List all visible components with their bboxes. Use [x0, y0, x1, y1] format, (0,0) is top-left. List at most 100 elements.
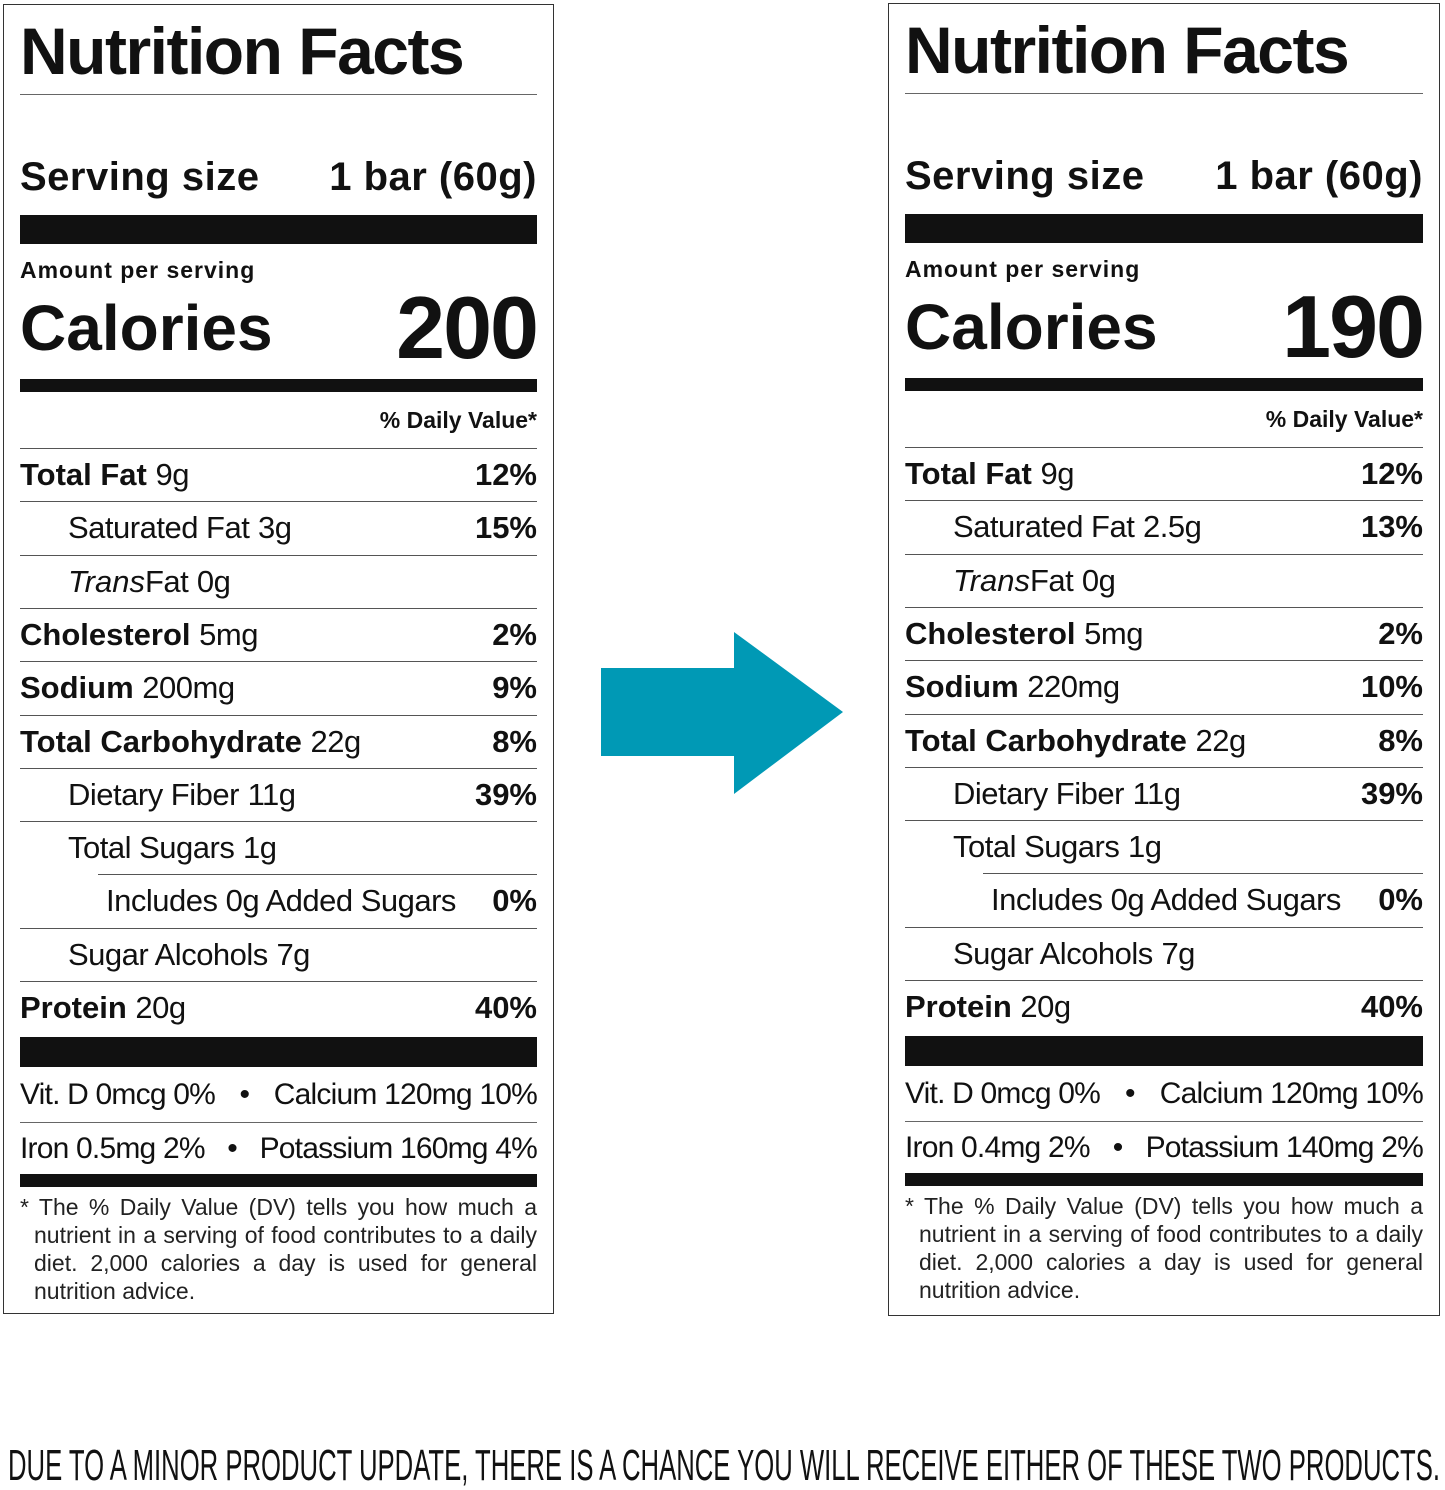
nutrient-label: Includes 0g Added Sugars — [106, 883, 456, 919]
nutrient-name: Saturated Fat 2.5g — [953, 509, 1202, 545]
nutrient-label: Total Sugars — [68, 830, 235, 866]
vitamin-row: Iron 0.5mg 2% • Potassium 160mg 4% — [20, 1123, 538, 1175]
vitamin-item: Iron 0.5mg 2% — [20, 1132, 206, 1165]
nutrient-row: TransFat 0g — [20, 554, 537, 608]
nutrient-daily-value: 39% — [474, 776, 537, 812]
vitamin-item: Potassium 160mg 4% — [259, 1132, 538, 1165]
nutrient-name: Dietary Fiber 11g — [953, 775, 1181, 812]
nutrient-label: Total Carbohydrate — [905, 722, 1187, 758]
nutrient-amount: 22g — [310, 723, 362, 759]
nutrient-row: Cholesterol 5mg 2% — [20, 607, 537, 661]
nutrient-name: Sugar Alcohols 7g — [953, 936, 1195, 972]
calories-row: Calories 200 — [20, 278, 539, 377]
divider — [20, 1122, 537, 1123]
footnote: * The % Daily Value (DV) tells you how m… — [905, 1193, 1423, 1303]
vitamin-item: Potassium 140mg 2% — [1145, 1131, 1424, 1164]
serving-size-value: 1 bar (60g) — [329, 155, 537, 199]
thick-divider — [20, 215, 537, 244]
nutrient-label: Total Carbohydrate — [20, 723, 302, 759]
daily-value-header: % Daily Value* — [379, 407, 537, 433]
nutrient-label: Total Fat — [20, 457, 147, 492]
divider — [905, 1121, 1423, 1122]
nutrient-amount: 5mg — [1084, 615, 1143, 651]
thick-divider — [20, 379, 537, 392]
nutrient-amount: 9g — [1040, 456, 1075, 491]
nutrient-daily-value: 40% — [1360, 989, 1423, 1024]
nutrient-name: Dietary Fiber 11g — [68, 776, 296, 813]
nutrient-name: Protein 20g — [20, 990, 186, 1026]
amount-per-serving: Amount per serving — [905, 256, 1141, 282]
nutrient-amount: 20g — [135, 990, 186, 1025]
nutrient-label: Sodium — [905, 669, 1019, 705]
nutrient-name: Sodium 220mg — [905, 669, 1120, 705]
vitamin-item: Calcium 120mg 10% — [1159, 1077, 1424, 1110]
nutrient-amount: 0g — [1081, 562, 1116, 598]
calories-label: Calories — [20, 292, 273, 364]
thick-divider — [20, 1174, 537, 1187]
vitamin-item: Vit. D 0mcg 0% — [20, 1078, 216, 1111]
nutrient-row: Saturated Fat 3g 15% — [20, 501, 537, 554]
nutrient-row: Total Fat 9g 12% — [20, 448, 537, 501]
bullet-icon: • — [239, 1078, 250, 1111]
divider — [20, 94, 537, 95]
nutrient-name: Sodium 200mg — [20, 670, 235, 706]
nutrient-amount: 7g — [1161, 935, 1195, 971]
daily-value-header: % Daily Value* — [1265, 406, 1423, 432]
nutrient-name: Total Sugars 1g — [68, 830, 277, 866]
nutrient-label: Dietary Fiber — [68, 776, 239, 812]
nutrient-row: Total Sugars 1g — [20, 821, 537, 874]
nutrient-row: Protein 20g 40% — [20, 981, 537, 1034]
footnote: * The % Daily Value (DV) tells you how m… — [20, 1194, 537, 1304]
nutrient-row: Sodium 220mg 10% — [905, 660, 1423, 713]
nutrient-name: Includes 0g Added Sugars — [991, 882, 1341, 918]
nutrient-name: Sugar Alcohols 7g — [68, 937, 310, 973]
nutrient-row: Sugar Alcohols 7g — [20, 927, 537, 981]
nutrient-daily-value: 2% — [492, 616, 537, 652]
nutrient-row: Protein 20g 40% — [905, 980, 1423, 1033]
label-title: Nutrition Facts — [20, 14, 465, 88]
calories-value: 200 — [396, 278, 539, 377]
nutrient-amount: 11g — [1132, 775, 1181, 811]
nutrient-row: Cholesterol 5mg 2% — [905, 606, 1423, 660]
nutrient-amount: 2.5g — [1142, 509, 1202, 545]
nutrient-amount: 22g — [1195, 722, 1247, 758]
vitamin-row: Vit. D 0mcg 0% • Calcium 120mg 10% — [20, 1069, 538, 1121]
nutrient-label: Protein — [20, 990, 127, 1025]
nutrient-row: TransFat 0g — [905, 553, 1423, 607]
nutrient-amount: 1g — [242, 830, 277, 866]
serving-size-row: Serving size 1 bar (60g) — [20, 155, 537, 200]
nutrient-amount: 5mg — [199, 616, 258, 652]
nutrient-daily-value: 39% — [1360, 775, 1423, 811]
vitamin-row: Iron 0.4mg 2% • Potassium 140mg 2% — [905, 1122, 1424, 1174]
calories-row: Calories 190 — [905, 282, 1425, 372]
nutrient-row: Saturated Fat 2.5g 13% — [905, 500, 1423, 553]
thick-divider — [905, 1173, 1423, 1186]
bullet-icon: • — [227, 1132, 237, 1165]
nutrition-label-original: Nutrition Facts Serving size 1 bar (60g) Am… — [3, 4, 554, 1314]
vitamin-item: Vit. D 0mcg 0% — [905, 1077, 1101, 1110]
nutrient-label: Saturated Fat — [953, 509, 1135, 545]
nutrient-label: Protein — [905, 989, 1012, 1024]
nutrient-amount: 11g — [247, 776, 296, 812]
nutrient-row: Includes 0g Added Sugars 0% — [98, 874, 537, 927]
nutrient-row: Dietary Fiber 11g 39% — [905, 766, 1423, 820]
calories-label: Calories — [905, 291, 1158, 363]
nutrient-label: Fat — [144, 563, 189, 599]
nutrient-row: Total Fat 9g 12% — [905, 447, 1423, 500]
nutrient-name: Total Sugars 1g — [953, 829, 1162, 865]
nutrient-amount: 0g — [196, 563, 231, 599]
nutrient-row: Total Carbohydrate 22g 8% — [905, 713, 1423, 767]
nutrient-name: Total Fat 9g — [905, 456, 1074, 492]
nutrient-label: Includes 0g Added Sugars — [991, 882, 1341, 918]
nutrient-name: Total Fat 9g — [20, 457, 189, 493]
thick-divider — [905, 214, 1423, 243]
nutrient-label: Fat — [1029, 562, 1074, 598]
nutrient-row: Includes 0g Added Sugars 0% — [983, 873, 1423, 926]
thick-divider — [20, 1037, 537, 1067]
nutrient-name: TransFat 0g — [68, 563, 231, 600]
nutrient-daily-value: 0% — [1378, 882, 1423, 918]
nutrient-daily-value: 0% — [492, 883, 537, 919]
nutrient-daily-value: 9% — [492, 670, 537, 706]
nutrient-daily-value: 10% — [1360, 669, 1423, 705]
label-content: Nutrition Facts Serving size 1 bar (60g) Am… — [905, 4, 1425, 1315]
